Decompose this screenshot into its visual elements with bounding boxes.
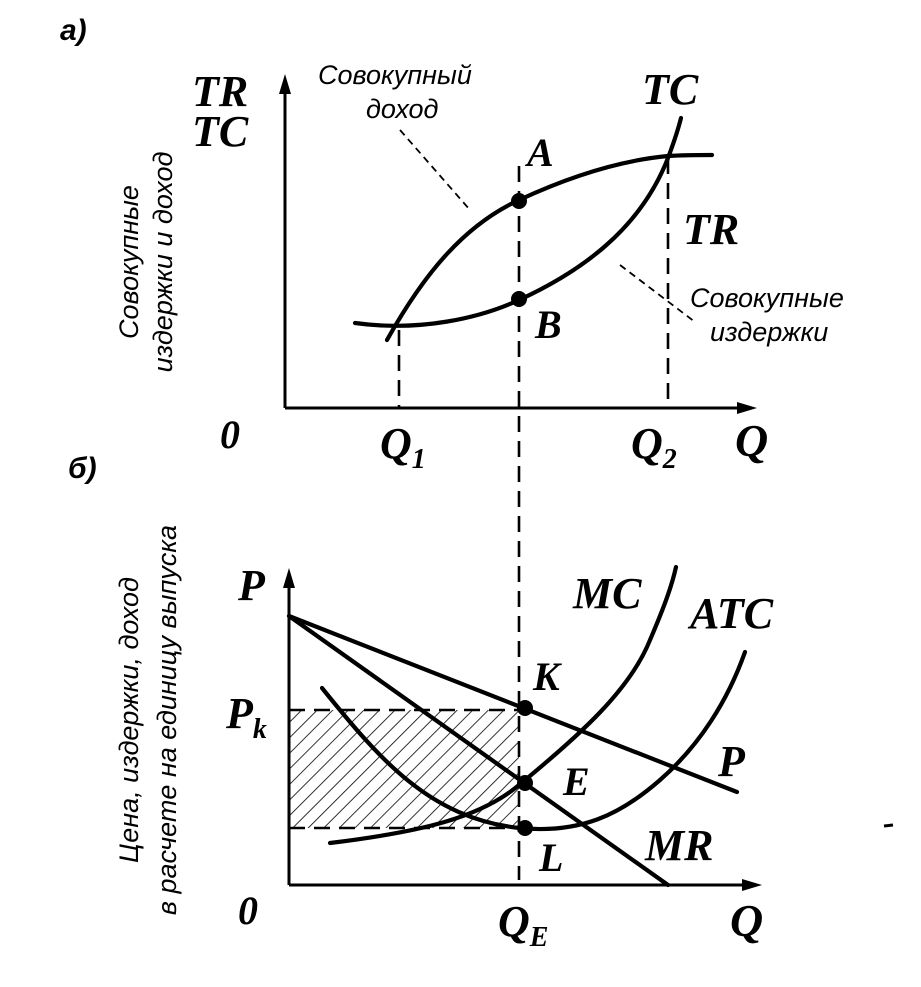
panel-a-tc-axis-label: TC — [192, 107, 249, 156]
note-costs-leader — [619, 264, 696, 323]
q1-label: Q1 — [380, 419, 426, 475]
panel-a-tc-curve-label: TC — [642, 65, 699, 114]
point-l-marker — [517, 820, 533, 836]
panel-b-x-axis-label: Q — [730, 895, 763, 946]
panel-a-origin: 0 — [220, 412, 240, 457]
point-e-label: E — [562, 759, 590, 804]
panel-a-x-axis-label: Q — [735, 415, 768, 466]
panel-b-y-arrow-icon — [283, 568, 295, 588]
panel-a-y-title-line-1: Совокупные — [114, 185, 144, 339]
panel-a-tr-curve — [384, 152, 715, 343]
panel-a-y-arrow-icon — [279, 74, 291, 94]
mc-curve — [327, 564, 679, 846]
point-a-label: A — [524, 130, 554, 175]
profit-hatched-area — [289, 710, 519, 828]
panel-b-origin: 0 — [238, 888, 258, 933]
panel-a-x-arrow-icon — [737, 402, 757, 414]
panel-a-tag: а) — [60, 14, 87, 47]
panel-a-tr-axis-label: TR — [192, 67, 248, 116]
panel-b-y-title-line-2: в расчете на единицу выпуска — [152, 525, 182, 915]
panel-b-y-axis-title: Цена, издержки, доход в расчете на едини… — [114, 525, 182, 915]
panel-b-p-axis-label: P — [237, 561, 266, 610]
panel-b-y-title-line-1: Цена, издержки, доход — [114, 577, 144, 863]
panel-a-tr-curve-label: TR — [683, 205, 739, 254]
mr-line — [286, 613, 671, 888]
atc-curve — [319, 649, 748, 832]
p-curve-label: P — [717, 737, 746, 786]
panel-a-tc-curve — [352, 115, 684, 328]
note-costs-line-2: издержки — [710, 317, 828, 347]
mc-curve-label: MC — [572, 569, 642, 618]
panel-b-tag: б) — [68, 452, 97, 485]
point-e-marker — [517, 775, 533, 791]
point-k-label: K — [532, 654, 562, 699]
q2-label: Q2 — [631, 419, 677, 475]
qe-label: QE — [498, 897, 548, 953]
point-b-marker — [511, 291, 527, 307]
point-k-marker — [517, 700, 533, 716]
pk-label: Pk — [225, 689, 267, 745]
point-l-label: L — [538, 835, 563, 880]
print-speck — [883, 823, 894, 828]
note-revenue-leader — [399, 129, 471, 211]
panel-a-y-title-line-2: издержки и доход — [148, 152, 178, 373]
note-revenue-line-1: Совокупный — [318, 60, 472, 90]
point-b-label: B — [534, 302, 562, 347]
demand-p-line — [286, 613, 740, 795]
point-a-marker — [511, 193, 527, 209]
panel-a-y-axis-title: Совокупные издержки и доход — [114, 152, 178, 373]
atc-curve-label: ATC — [687, 589, 774, 638]
note-revenue-line-2: доход — [366, 94, 439, 124]
mr-curve-label: MR — [644, 821, 713, 870]
note-costs-line-1: Совокупные — [690, 283, 844, 313]
panel-b-x-arrow-icon — [742, 879, 762, 891]
